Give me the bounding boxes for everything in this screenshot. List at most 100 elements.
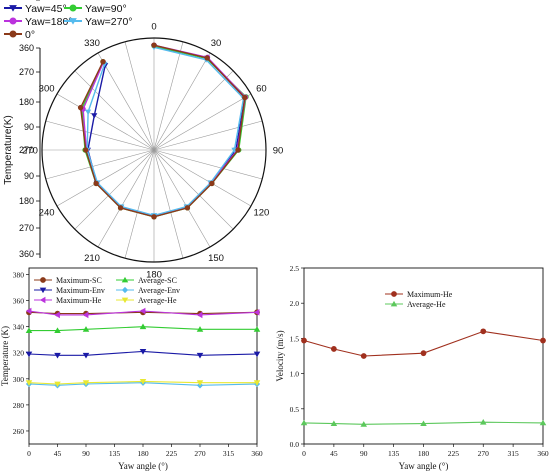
polar-series-point bbox=[184, 205, 191, 211]
polar-angle-label: 300 bbox=[39, 84, 55, 95]
polar-chart: 0 30 60 90 120 150 180 210 240 270 300 330 360 270 180… bbox=[3, 0, 283, 281]
polar-radial-tick-label: 180 bbox=[19, 97, 34, 107]
y-tick-label: 0.5 bbox=[290, 405, 300, 414]
polar-radial-tick-label: 0 bbox=[29, 0, 34, 2]
polar-spoke bbox=[74, 149, 155, 230]
polar-spoke bbox=[153, 149, 234, 230]
polar-spoke bbox=[124, 41, 155, 151]
series-line bbox=[28, 310, 258, 316]
x-axis-title: Yaw angle (°) bbox=[399, 461, 449, 471]
polar-spoke bbox=[153, 41, 184, 151]
series-point bbox=[54, 381, 61, 388]
y-tick-label: 1.0 bbox=[290, 370, 300, 379]
polar-angle-label: 30 bbox=[211, 38, 222, 49]
x-tick-label: 135 bbox=[388, 449, 400, 458]
x-tick-label: 360 bbox=[251, 449, 263, 458]
legend-marker bbox=[390, 300, 398, 307]
y-tick-label: 360 bbox=[13, 297, 25, 306]
series-point bbox=[82, 380, 90, 386]
series-point bbox=[420, 350, 427, 357]
polar-radial-tick-label: 180 bbox=[19, 196, 34, 206]
polar-series-point bbox=[93, 180, 99, 187]
series-point bbox=[300, 419, 308, 426]
polar-angle-label: 60 bbox=[256, 84, 267, 95]
polar-angle-label: 90 bbox=[273, 146, 284, 157]
polar-angle-label: 270 bbox=[22, 146, 38, 157]
polar-legend-label: 0° bbox=[25, 29, 35, 41]
polar-spoke bbox=[153, 149, 263, 180]
x-axis-title: Yaw angle (°) bbox=[118, 461, 168, 471]
polar-legend-label: Yaw=45° bbox=[25, 3, 67, 15]
x-tick-label: 90 bbox=[82, 449, 90, 458]
polar-spoke bbox=[153, 120, 263, 151]
x-tick-label: 180 bbox=[418, 449, 430, 458]
polar-angle-label: 240 bbox=[39, 208, 55, 219]
series-point bbox=[54, 311, 60, 319]
x-tick-label: 0 bbox=[27, 449, 31, 458]
polar-spoke bbox=[153, 149, 184, 259]
polar-legend-label: Yaw=180° bbox=[25, 16, 73, 28]
polar-radial-tick-label: 90 bbox=[24, 171, 34, 181]
series-point bbox=[301, 337, 307, 344]
polar-legend-marker bbox=[69, 4, 77, 12]
legend-label: Average-SC bbox=[138, 276, 177, 285]
y-tick-label: 320 bbox=[13, 349, 25, 358]
series-point bbox=[330, 346, 337, 352]
polar-series-point bbox=[204, 55, 210, 61]
x-tick-label: 225 bbox=[166, 449, 178, 458]
legend-label: Average-He bbox=[138, 296, 177, 305]
series-point bbox=[82, 311, 89, 319]
series-point bbox=[25, 327, 33, 333]
y-axis-title: Temperature (K) bbox=[0, 326, 10, 386]
polar-series-point bbox=[84, 109, 92, 115]
series-point bbox=[360, 353, 367, 359]
legend-marker bbox=[121, 286, 129, 294]
series-point bbox=[139, 307, 146, 315]
series-point bbox=[253, 309, 260, 316]
polar-angle-label: 0 bbox=[151, 22, 156, 33]
polar-spoke bbox=[153, 93, 252, 151]
series-point bbox=[25, 307, 32, 315]
polar-outer-circle bbox=[41, 37, 267, 263]
series-point bbox=[330, 420, 338, 427]
legend-label: Average-Env bbox=[138, 286, 180, 295]
series-point bbox=[253, 380, 261, 386]
series-point bbox=[82, 352, 90, 359]
polar-legend-marker bbox=[69, 18, 77, 25]
polar-spoke bbox=[56, 149, 155, 207]
y-tick-label: 1.5 bbox=[290, 334, 300, 343]
y-tick-label: 2.5 bbox=[290, 264, 300, 273]
series-point bbox=[139, 349, 147, 355]
y-tick-label: 300 bbox=[13, 375, 25, 384]
series-point bbox=[139, 323, 147, 330]
legend-marker bbox=[39, 296, 46, 304]
legend-label: Maximum-SC bbox=[56, 276, 102, 285]
x-tick-label: 45 bbox=[330, 449, 338, 458]
y-axis-title: Velocity (m/s) bbox=[275, 330, 285, 381]
series-point bbox=[420, 420, 427, 427]
polar-radial-axis-title: Temperature(K) bbox=[3, 115, 14, 184]
legend-label: Average-He bbox=[407, 300, 446, 309]
series-line bbox=[303, 421, 544, 425]
polar-spoke bbox=[153, 149, 252, 207]
series-point bbox=[139, 379, 147, 385]
y-tick-label: 260 bbox=[13, 427, 25, 436]
polar-series-point bbox=[151, 42, 157, 48]
polar-series-point bbox=[91, 113, 98, 119]
polar-radial-tick-label: 360 bbox=[19, 249, 34, 259]
polar-series-point bbox=[235, 147, 241, 153]
polar-spoke bbox=[45, 120, 155, 151]
legend-label: Maximum-He bbox=[407, 290, 453, 299]
polar-series-point bbox=[83, 147, 89, 153]
series-line bbox=[28, 382, 258, 386]
y-tick-label: 280 bbox=[13, 401, 25, 410]
polar-spoke bbox=[45, 149, 155, 180]
series-point bbox=[479, 419, 487, 425]
series-point bbox=[253, 326, 261, 332]
polar-series-point bbox=[209, 180, 215, 187]
series-point bbox=[196, 380, 204, 386]
y-tick-label: 2.0 bbox=[290, 299, 300, 308]
polar-series-point bbox=[151, 214, 157, 220]
polar-series-point bbox=[100, 59, 106, 65]
polar-radial-tick-label: 270 bbox=[19, 67, 34, 77]
